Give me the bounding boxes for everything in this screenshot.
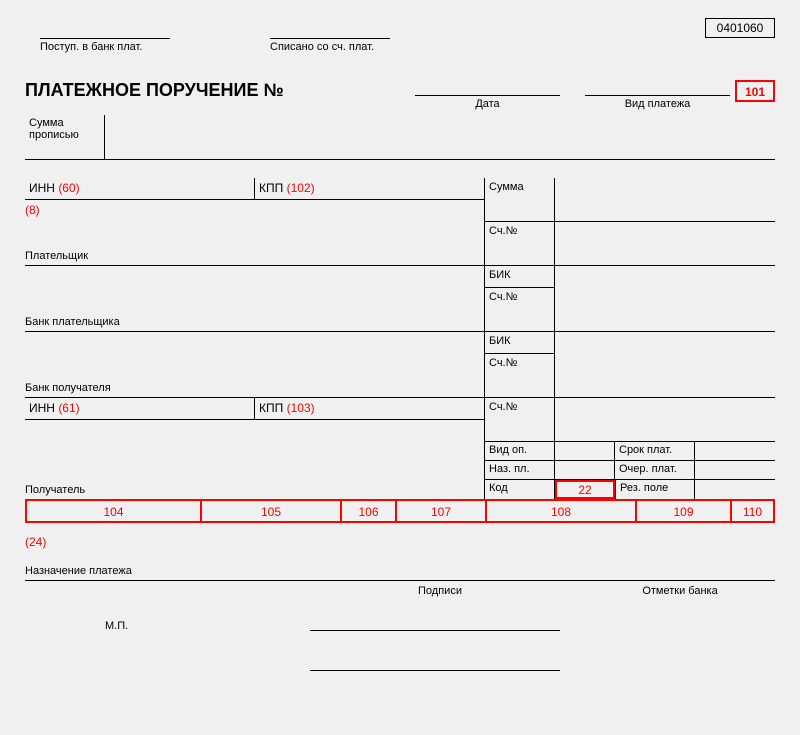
code-107: 107 xyxy=(397,501,487,521)
rez-pole-label: Рез. поле xyxy=(615,480,695,499)
recipient-bank-bik-label: БИК xyxy=(485,332,555,354)
payer-account-value xyxy=(555,222,775,266)
purpose-label: Назначение платежа xyxy=(25,565,132,577)
code-104: 104 xyxy=(27,501,202,521)
payer-account-label: Сч.№ xyxy=(485,222,555,266)
bank-received-label: Поступ. в банк плат. xyxy=(40,41,142,53)
code-108: 108 xyxy=(487,501,637,521)
recipient-bank-account-value xyxy=(555,354,775,398)
payment-type-line xyxy=(585,95,730,96)
bank-marks-label: Отметки банка xyxy=(620,585,740,597)
sum-value-cell xyxy=(555,178,775,222)
recipient-kpp-cell: КПП (103) xyxy=(255,398,485,420)
srok-plat-label: Срок плат. xyxy=(615,442,695,461)
ocher-plat-value xyxy=(695,461,775,480)
code-109: 109 xyxy=(637,501,732,521)
code-101-box: 101 xyxy=(735,80,775,102)
naz-pl-value xyxy=(555,461,615,480)
rez-pole-value xyxy=(695,480,775,499)
payment-type-label: Вид платежа xyxy=(585,98,730,110)
kod-label: Код xyxy=(485,480,555,499)
purpose-line xyxy=(25,580,775,581)
code-105: 105 xyxy=(202,501,342,521)
kpp-label-2: КПП xyxy=(259,401,283,415)
signatures-label: Подписи xyxy=(380,585,500,597)
payer-bank-bik-value xyxy=(555,266,775,288)
payer-bank-account-label: Сч.№ xyxy=(485,288,555,332)
inn-label: ИНН xyxy=(29,181,55,195)
payer-kpp-cell: КПП (102) xyxy=(255,178,485,200)
code-106: 106 xyxy=(342,501,397,521)
mp-label: М.П. xyxy=(105,620,128,632)
recipient-bank-label: Банк получателя xyxy=(25,382,111,394)
sum-words-label: Сумма прописью xyxy=(25,115,105,160)
sum-label-cell: Сумма xyxy=(485,178,555,222)
written-off-label: Списано со сч. плат. xyxy=(270,41,374,53)
sum-words-field xyxy=(105,115,775,160)
recipient-bank-bik-value xyxy=(555,332,775,354)
bank-received-line xyxy=(40,38,170,39)
recipient-block xyxy=(25,420,485,499)
payer-bank-account-value xyxy=(555,288,775,332)
payer-block xyxy=(25,200,485,266)
code-61: (61) xyxy=(58,401,79,415)
recipient-account-value xyxy=(555,398,775,442)
vid-op-label: Вид оп. xyxy=(485,442,555,461)
date-label: Дата xyxy=(415,98,560,110)
code-102: (102) xyxy=(287,181,315,195)
inn-label-2: ИНН xyxy=(29,401,55,415)
signature-line-2 xyxy=(310,670,560,671)
code-103: (103) xyxy=(287,401,315,415)
recipient-account-label: Сч.№ xyxy=(485,398,555,442)
payer-bank-bik-label: БИК xyxy=(485,266,555,288)
ocher-plat-label: Очер. плат. xyxy=(615,461,695,480)
date-line xyxy=(415,95,560,96)
code-60: (60) xyxy=(58,181,79,195)
vid-op-value xyxy=(555,442,615,461)
form-code-box: 0401060 xyxy=(705,18,775,38)
kpp-label-1: КПП xyxy=(259,181,283,195)
code-22-box: 22 xyxy=(555,480,615,499)
tax-codes-row: 104 105 106 107 108 109 110 xyxy=(25,499,775,523)
code-110: 110 xyxy=(732,501,773,521)
code-24: (24) xyxy=(25,535,46,549)
recipient-label: Получатель xyxy=(25,484,85,496)
recipient-bank-account-label: Сч.№ xyxy=(485,354,555,398)
form-title: ПЛАТЕЖНОЕ ПОРУЧЕНИЕ № xyxy=(25,80,284,101)
signature-line-1 xyxy=(310,630,560,631)
payer-label: Плательщик xyxy=(25,250,88,262)
written-off-line xyxy=(270,38,390,39)
naz-pl-label: Наз. пл. xyxy=(485,461,555,480)
payment-order-form: 0401060 Поступ. в банк плат. Списано со … xyxy=(0,0,800,735)
payer-bank-label: Банк плательщика xyxy=(25,316,120,328)
srok-plat-value xyxy=(695,442,775,461)
recipient-inn-cell: ИНН (61) xyxy=(25,398,255,420)
payer-inn-cell: ИНН (60) xyxy=(25,178,255,200)
